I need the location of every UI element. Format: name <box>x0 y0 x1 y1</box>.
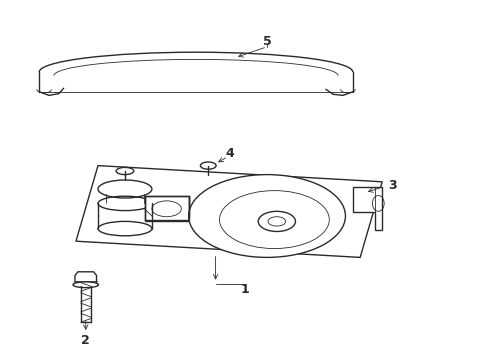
Text: 5: 5 <box>263 35 271 48</box>
Text: 3: 3 <box>388 179 396 192</box>
Text: 4: 4 <box>226 147 235 159</box>
Polygon shape <box>353 187 382 230</box>
Text: 1: 1 <box>241 283 249 296</box>
Ellipse shape <box>258 211 295 231</box>
Ellipse shape <box>220 191 329 249</box>
Text: 2: 2 <box>81 334 90 347</box>
Polygon shape <box>145 196 189 221</box>
Ellipse shape <box>73 282 98 288</box>
Polygon shape <box>75 272 97 286</box>
Ellipse shape <box>189 175 345 257</box>
